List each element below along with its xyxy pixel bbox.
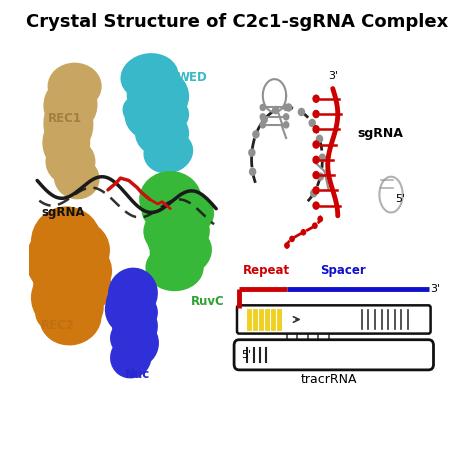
Ellipse shape (125, 89, 183, 140)
Ellipse shape (146, 244, 204, 291)
Text: RuvC: RuvC (191, 295, 225, 308)
Ellipse shape (33, 244, 104, 315)
Circle shape (312, 125, 320, 134)
Circle shape (312, 186, 320, 195)
Circle shape (317, 173, 324, 181)
Ellipse shape (177, 195, 214, 232)
Ellipse shape (173, 232, 210, 270)
Ellipse shape (127, 67, 189, 124)
Ellipse shape (46, 138, 95, 185)
Text: 5': 5' (241, 350, 251, 360)
Ellipse shape (150, 225, 212, 277)
Ellipse shape (122, 96, 152, 124)
Circle shape (309, 118, 316, 127)
Circle shape (259, 113, 266, 120)
Text: REC2: REC2 (41, 319, 75, 332)
Text: 5': 5' (395, 194, 405, 204)
Ellipse shape (62, 286, 104, 329)
Text: sgRNA: sgRNA (41, 206, 85, 219)
Circle shape (312, 140, 320, 149)
Ellipse shape (112, 303, 158, 350)
Ellipse shape (146, 189, 211, 243)
Circle shape (312, 201, 320, 210)
Circle shape (312, 222, 318, 229)
Circle shape (283, 121, 290, 128)
Circle shape (301, 229, 306, 236)
Ellipse shape (31, 265, 98, 331)
Ellipse shape (71, 82, 95, 110)
FancyBboxPatch shape (237, 305, 430, 334)
Ellipse shape (164, 211, 210, 254)
Text: 3': 3' (430, 284, 441, 294)
Ellipse shape (35, 293, 73, 331)
Ellipse shape (54, 242, 112, 298)
Circle shape (298, 108, 305, 116)
Ellipse shape (44, 77, 98, 133)
Circle shape (312, 110, 320, 118)
Circle shape (272, 106, 280, 114)
Text: Spacer: Spacer (320, 264, 366, 277)
Circle shape (312, 171, 320, 179)
Circle shape (289, 236, 295, 242)
Ellipse shape (31, 206, 102, 277)
Circle shape (317, 216, 323, 222)
Ellipse shape (110, 320, 143, 356)
Text: sgRNA: sgRNA (358, 127, 403, 140)
Circle shape (248, 148, 255, 157)
Text: REC1: REC1 (47, 111, 82, 125)
Circle shape (285, 103, 292, 112)
Circle shape (283, 113, 290, 120)
Ellipse shape (144, 131, 193, 173)
Ellipse shape (141, 188, 183, 230)
Circle shape (312, 155, 320, 164)
Text: tracrRNA: tracrRNA (301, 373, 357, 386)
Ellipse shape (47, 96, 81, 133)
Text: Repeat: Repeat (243, 264, 291, 277)
Ellipse shape (54, 157, 100, 200)
Ellipse shape (105, 285, 153, 335)
Ellipse shape (37, 273, 79, 315)
Circle shape (283, 104, 290, 111)
Text: WED: WED (177, 72, 208, 84)
Ellipse shape (129, 74, 162, 108)
Circle shape (259, 104, 266, 111)
Circle shape (252, 130, 260, 138)
Text: Nuc: Nuc (125, 368, 150, 382)
Circle shape (319, 154, 326, 162)
Ellipse shape (139, 171, 201, 228)
Ellipse shape (62, 265, 112, 312)
Ellipse shape (135, 110, 189, 157)
Text: 3': 3' (328, 72, 339, 82)
Circle shape (249, 167, 256, 176)
Circle shape (310, 189, 318, 198)
FancyBboxPatch shape (234, 340, 434, 370)
Circle shape (259, 121, 266, 128)
Ellipse shape (147, 223, 185, 261)
Ellipse shape (108, 268, 158, 319)
Circle shape (261, 115, 268, 124)
Ellipse shape (106, 284, 143, 322)
Ellipse shape (160, 99, 189, 130)
Ellipse shape (26, 225, 94, 296)
Ellipse shape (39, 289, 101, 346)
Circle shape (312, 94, 320, 103)
Ellipse shape (42, 115, 90, 171)
Ellipse shape (127, 330, 156, 361)
Ellipse shape (115, 319, 159, 366)
Circle shape (284, 242, 290, 249)
Ellipse shape (125, 295, 158, 330)
Ellipse shape (143, 206, 206, 258)
Ellipse shape (110, 336, 152, 378)
Ellipse shape (47, 220, 110, 282)
Circle shape (316, 135, 323, 143)
Ellipse shape (47, 63, 102, 110)
Ellipse shape (120, 53, 179, 100)
Ellipse shape (33, 254, 74, 296)
Ellipse shape (43, 93, 93, 155)
Text: Crystal Structure of C2c1-sgRNA Complex: Crystal Structure of C2c1-sgRNA Complex (26, 13, 448, 31)
